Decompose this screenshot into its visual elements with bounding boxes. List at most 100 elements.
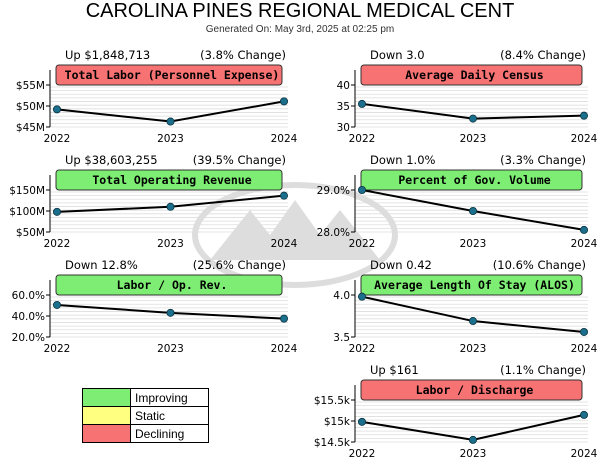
chart-title: Labor / Discharge xyxy=(416,383,534,397)
x-tick-label: 2023 xyxy=(157,343,184,355)
chart-title-banner xyxy=(360,169,583,191)
data-point xyxy=(357,417,366,426)
legend-row-declining: Declining xyxy=(82,424,209,443)
chart-7: Up $161 (1.1% Change) $14.5k $15k $15.5k Labo… xyxy=(314,363,598,460)
y-tick-label: $50M xyxy=(16,101,45,113)
y-tick-label: 35 xyxy=(337,101,350,113)
data-point xyxy=(166,308,175,317)
x-tick-label: 2022 xyxy=(44,238,71,250)
legend-row-improving: Improving xyxy=(82,388,209,407)
y-tick-label: 20.0% xyxy=(12,332,45,344)
x-tick-label: 2022 xyxy=(349,343,376,355)
data-point xyxy=(468,317,477,326)
chart-title: Average Length Of Stay (ALOS) xyxy=(374,278,575,292)
pct-change-text: (25.6% Change) xyxy=(193,258,286,272)
x-tick-label: 2023 xyxy=(460,448,487,460)
pct-change-text: (3.3% Change) xyxy=(500,153,586,167)
y-tick-label: 3.5 xyxy=(333,332,350,344)
chart-title: Labor / Op. Rev. xyxy=(117,278,228,292)
data-point xyxy=(357,99,366,108)
y-tick-label: 28.0% xyxy=(317,227,350,239)
y-tick-label: $50M xyxy=(16,227,45,239)
chart-title: Total Labor (Personnel Expense) xyxy=(65,68,280,82)
series-line xyxy=(361,295,585,333)
legend: Improving Static Declining xyxy=(82,388,209,443)
pct-change-text: (3.8% Change) xyxy=(200,48,286,62)
y-tick-label: 29.0% xyxy=(317,185,350,197)
y-tick-label: $55M xyxy=(16,80,45,92)
chart-title: Percent of Gov. Volume xyxy=(398,173,550,187)
change-text: Up $1,848,713 xyxy=(65,48,150,62)
data-point xyxy=(468,114,477,123)
legend-swatch-improving xyxy=(82,388,131,407)
legend-label-static: Static xyxy=(130,406,209,425)
y-tick-label: 60.0% xyxy=(12,290,45,302)
chart-title-banner xyxy=(360,64,583,86)
y-tick-label: 4.0 xyxy=(333,290,350,302)
legend-swatch-declining xyxy=(82,424,131,443)
y-tick-label: $14.5k xyxy=(314,437,351,449)
legend-table: Improving Static Declining xyxy=(82,388,209,443)
data-point xyxy=(53,300,62,309)
change-text: Down 3.0 xyxy=(370,48,425,62)
pct-change-text: (1.1% Change) xyxy=(500,363,586,377)
chart-3: Up $38,603,255 (39.5% Change) $50M $100M $15… xyxy=(9,153,297,250)
data-point xyxy=(580,327,589,336)
chart-title: Total Operating Revenue xyxy=(92,173,251,187)
y-tick-label: 40.0% xyxy=(12,311,45,323)
x-tick-label: 2022 xyxy=(349,133,376,145)
y-tick-label: 30 xyxy=(337,122,350,134)
change-text: Down 0.42 xyxy=(370,258,432,272)
data-point xyxy=(580,225,589,234)
change-text: Down 12.8% xyxy=(65,258,138,272)
y-tick-label: $100M xyxy=(9,206,45,218)
y-tick-label: $15.5k xyxy=(314,395,351,407)
chart-5: Down 12.8% (25.6% Change) 20.0% 40.0% 60.0% L… xyxy=(12,258,298,355)
data-point xyxy=(166,202,175,211)
legend-row-static: Static xyxy=(82,406,209,425)
x-tick-label: 2023 xyxy=(460,343,487,355)
chart-title-banner xyxy=(55,169,283,191)
chart-4: Down 1.0% (3.3% Change) 28.0% 29.0% Percent … xyxy=(317,153,598,250)
x-tick-label: 2024 xyxy=(271,133,298,145)
legend-swatch-static xyxy=(82,406,131,425)
chart-1: Up $1,848,713 (3.8% Change) $45M $50M $55M To… xyxy=(16,48,298,145)
x-tick-label: 2022 xyxy=(349,238,376,250)
data-point xyxy=(279,97,288,106)
x-tick-label: 2024 xyxy=(571,133,598,145)
chart-title-banner xyxy=(55,274,283,296)
x-tick-label: 2022 xyxy=(44,343,71,355)
y-tick-label: $45M xyxy=(16,122,45,134)
x-tick-label: 2024 xyxy=(271,238,298,250)
pct-change-text: (39.5% Change) xyxy=(193,153,286,167)
report-title: CAROLINA PINES REGIONAL MEDICAL CENT xyxy=(85,0,515,22)
x-tick-label: 2023 xyxy=(157,133,184,145)
data-point xyxy=(357,185,366,194)
data-point xyxy=(468,206,477,215)
data-point xyxy=(468,435,477,444)
x-tick-label: 2022 xyxy=(349,448,376,460)
x-tick-label: 2022 xyxy=(44,133,71,145)
pct-change-text: (10.6% Change) xyxy=(493,258,586,272)
data-point xyxy=(53,105,62,114)
chart-2: Down 3.0 (8.4% Change) 30 35 40 Average Daily… xyxy=(337,48,598,145)
x-tick-label: 2023 xyxy=(460,133,487,145)
chart-title-banner xyxy=(360,379,583,401)
data-point xyxy=(580,410,589,419)
chart-6: Down 0.42 (10.6% Change) 3.5 4.0 Average Len… xyxy=(333,258,597,355)
chart-title-banner xyxy=(360,274,583,296)
change-text: Up $161 xyxy=(370,363,419,377)
data-point xyxy=(279,191,288,200)
pct-change-text: (8.4% Change) xyxy=(500,48,586,62)
legend-label-declining: Declining xyxy=(130,424,209,443)
legend-label-improving: Improving xyxy=(130,388,209,407)
chart-title-banner xyxy=(55,64,283,86)
x-tick-label: 2024 xyxy=(571,448,598,460)
x-tick-label: 2023 xyxy=(460,238,487,250)
data-point xyxy=(279,314,288,323)
change-text: Up $38,603,255 xyxy=(65,153,158,167)
chart-title: Average Daily Census xyxy=(405,68,543,82)
x-tick-label: 2024 xyxy=(571,343,598,355)
x-tick-label: 2024 xyxy=(571,238,598,250)
